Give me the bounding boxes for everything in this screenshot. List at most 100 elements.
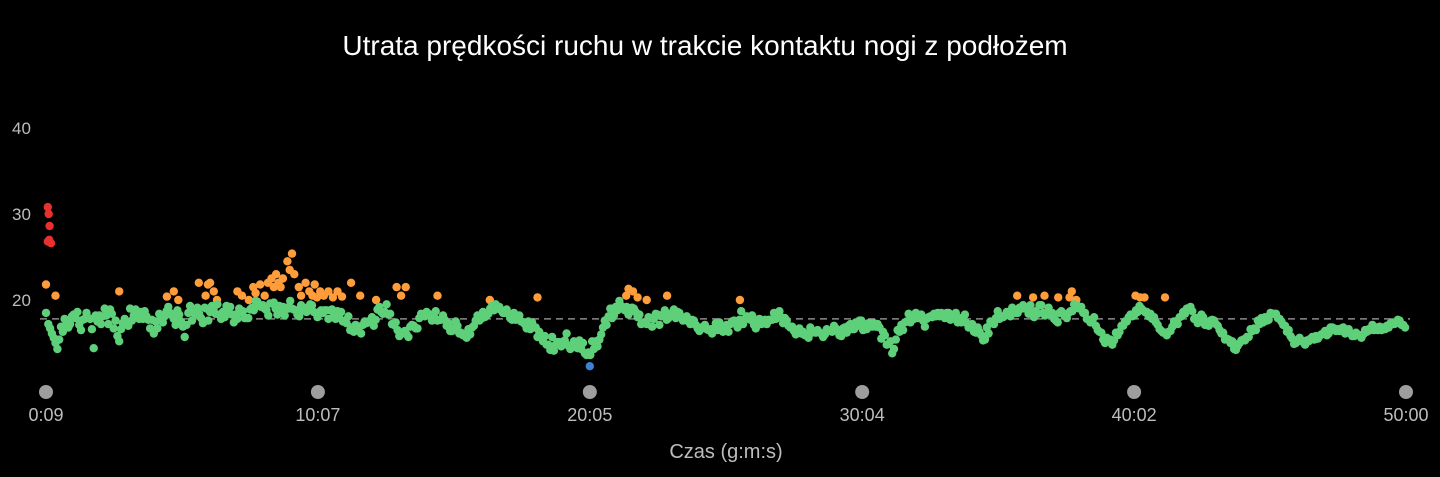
data-point-elevated [346,278,356,287]
data-point-normal [898,325,908,335]
data-point-elevated [41,280,51,289]
data-point-elevated [622,291,631,300]
data-point-normal [180,332,189,342]
data-point-normal [233,314,242,324]
data-point-normal [466,330,475,339]
data-point-elevated [392,282,401,292]
data-point-elevated [356,291,365,300]
data-point-normal [889,344,899,354]
data-point-normal [280,311,289,320]
x-tick-label: 0:09 [28,405,63,425]
data-point-normal [109,324,118,333]
data-point-normal [1400,323,1410,332]
data-point-elevated [1140,293,1149,302]
data-point-elevated [205,278,215,287]
data-point-elevated [174,295,183,305]
data-point-elevated [162,292,172,301]
data-point-elevated [260,291,269,300]
data-point-normal [1251,325,1261,335]
x-tick-label: 50:00 [1383,405,1428,425]
data-point-normal [89,344,98,353]
data-point-normal [115,337,124,346]
data-point-high [45,221,54,231]
data-point-elevated [662,291,672,300]
data-point-normal [597,330,606,339]
data-point-normal [1026,301,1035,310]
data-point-normal [453,321,462,330]
y-tick-label: 30 [12,205,31,224]
data-point-high [43,202,52,212]
data-point-normal [413,324,422,333]
data-point-elevated [633,293,642,302]
data-point-normal [53,344,62,354]
data-point-elevated [1013,291,1022,300]
data-point-normal [264,311,273,320]
data-point-normal [444,319,453,328]
data-point-elevated [1054,293,1063,302]
data-point-elevated [51,291,60,300]
data-point-normal [1173,319,1182,329]
data-point-normal [386,309,395,318]
data-point-elevated [169,287,178,296]
data-point-elevated [287,249,297,258]
data-point-normal [213,300,222,309]
data-point-elevated [628,287,638,296]
data-point-elevated [533,293,542,302]
data-point-normal [547,332,557,342]
data-point-normal [960,310,970,319]
data-point-normal [602,320,611,330]
data-point-elevated [194,278,203,287]
x-tick-label: 40:02 [1112,405,1157,425]
data-point-normal [307,301,317,310]
data-point-normal [226,302,235,312]
data-point-normal [984,329,993,338]
data-point-normal [1037,301,1046,310]
data-point-elevated [244,295,253,305]
x-axis: 0:09 10:07 20:05 30:04 40:02 50:00 [28,385,1429,425]
x-tick-marker [310,385,325,399]
x-tick-label: 30:04 [840,405,885,425]
data-point-normal [737,307,746,316]
data-point-elevated [283,257,292,266]
data-point-elevated [433,291,442,300]
data-point-high [44,209,53,219]
data-point-elevated [278,274,288,283]
data-point-elevated [276,282,285,292]
data-point-normal [880,331,890,340]
y-axis: 20 30 40 [12,119,31,310]
data-point-normal [76,325,86,335]
x-tick-marker [1127,385,1142,399]
data-point-normal [1089,313,1099,322]
data-point-normal [111,316,120,325]
x-tick-marker [39,385,53,399]
data-point-normal [431,307,440,316]
data-point-normal [1053,318,1062,327]
data-point-normal [356,329,366,338]
data-point-elevated [310,280,319,289]
data-point-elevated [296,291,306,300]
data-point-elevated [1028,293,1038,302]
data-point-normal [336,307,346,317]
data-point-normal [371,315,380,324]
data-point-normal [286,296,295,306]
data-point-normal [655,320,664,330]
data-point-elevated [251,288,260,298]
data-point-elevated [256,280,265,289]
data-point-elevated [301,278,310,287]
data-point-normal [244,313,253,323]
data-point-normal [185,301,195,311]
data-point-normal [747,311,757,320]
data-point-normal [107,309,117,318]
data-point-normal [220,313,229,322]
data-point-normal [204,316,213,325]
data-point-elevated [271,270,281,279]
data-point-normal [153,324,162,333]
data-point-elevated [328,293,338,302]
data-point-elevated [642,295,651,305]
data-point-normal [404,332,413,342]
data-point-normal [73,307,82,317]
data-point-normal [55,335,64,344]
data-point-elevated [401,282,410,292]
data-point-elevated [209,287,218,296]
